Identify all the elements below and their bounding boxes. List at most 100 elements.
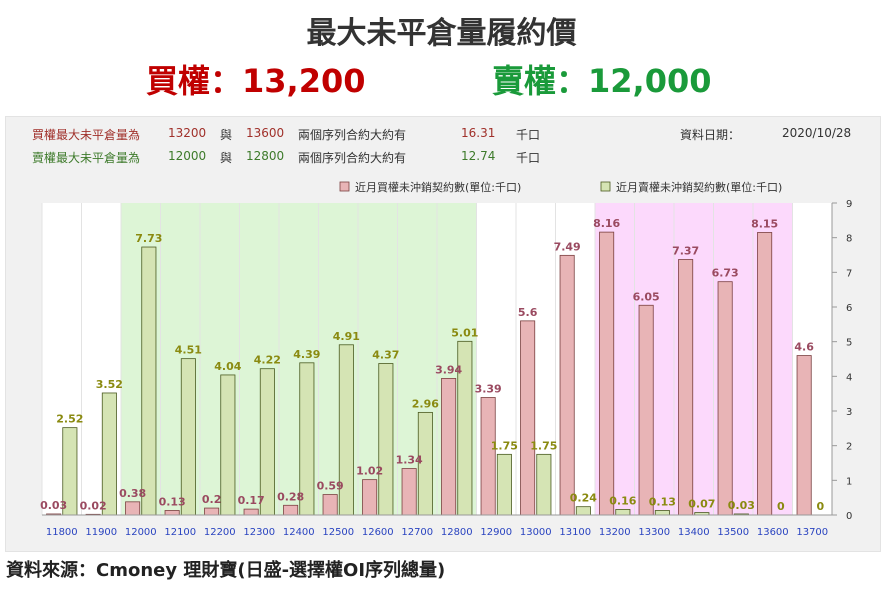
call-value-label: 0.28	[277, 490, 304, 503]
call-value-label: 3.94	[435, 363, 462, 376]
put-value-label: 0.03	[728, 499, 755, 512]
call-bar	[243, 508, 259, 516]
call-info-label: 買權最大未平倉量為	[32, 128, 141, 142]
put-bar	[378, 363, 394, 516]
call-value-label: 0.59	[317, 480, 344, 493]
call-value-label: 0.2	[202, 493, 222, 506]
put-info-value: 12.74	[461, 149, 496, 163]
x-tick-label: 12500	[322, 527, 354, 538]
call-bar	[638, 304, 654, 516]
x-tick-label: 12200	[204, 527, 236, 538]
call-value-label: 0.02	[80, 499, 107, 512]
call-max-strike: 買權：13,200	[146, 62, 366, 100]
call-bar	[520, 320, 536, 516]
y-tick-label: 9	[846, 199, 852, 210]
x-tick-label: 13000	[520, 527, 552, 538]
put-max-strike: 賣權：12,000	[492, 62, 712, 100]
y-tick-label: 7	[846, 268, 852, 279]
x-tick-label: 13400	[678, 527, 710, 538]
y-tick-label: 4	[846, 372, 852, 383]
put-bar	[496, 453, 512, 516]
put-bar	[615, 509, 631, 516]
put-bar	[220, 374, 236, 516]
put-value-label: 2.96	[412, 397, 439, 410]
legend-call-swatch	[339, 181, 350, 192]
call-bar	[401, 468, 417, 516]
x-tick-label: 12000	[125, 527, 157, 538]
put-value-label: 1.75	[530, 439, 557, 452]
call-value-label: 0.13	[159, 495, 186, 508]
put-bar	[536, 453, 552, 516]
call-info-desc: 兩個序列合約大約有	[298, 128, 407, 142]
x-tick-label: 13500	[717, 527, 749, 538]
x-tick-label: 11900	[85, 527, 117, 538]
x-tick-label: 12900	[480, 527, 512, 538]
x-tick-label: 12100	[164, 527, 196, 538]
x-tick-label: 13700	[796, 527, 828, 538]
oi-bar-chart: 0.03 2.52 0.02 3.52 0.38 7.73 0.13 4.51 0.2 4.04 0…	[40, 180, 852, 538]
put-value-label: 4.39	[293, 348, 320, 361]
call-info-conj: 與	[220, 128, 233, 142]
call-value-label: 4.6	[794, 341, 814, 354]
y-tick-label: 0	[846, 511, 852, 522]
put-value-label: 5.01	[451, 326, 478, 339]
put-value-label: 3.52	[96, 378, 123, 391]
y-tick-label: 5	[846, 338, 852, 349]
put-info-strike1: 12000	[168, 149, 207, 163]
call-value-label: 1.34	[396, 454, 423, 467]
legend-put-swatch	[600, 181, 611, 192]
call-value-label: 8.16	[593, 217, 620, 230]
x-tick-label: 11800	[46, 527, 78, 538]
put-bar	[654, 510, 670, 516]
call-value-label: 0.03	[40, 499, 67, 512]
put-value-label: 0.24	[570, 492, 597, 505]
y-tick-label: 6	[846, 303, 852, 314]
chart-panel: 買權最大未平倉量為 13200 與 13600 兩個序列合約大約有 16.31 …	[5, 116, 881, 552]
put-bar	[180, 358, 196, 516]
put-value-label: 2.52	[56, 413, 83, 426]
call-bar	[678, 259, 694, 516]
x-tick-label: 12800	[441, 527, 473, 538]
x-tick-label: 12700	[401, 527, 433, 538]
call-value-label: 6.73	[712, 267, 739, 280]
call-value-label: 0.17	[238, 494, 265, 507]
call-bar	[322, 494, 338, 516]
put-bar	[575, 506, 591, 516]
call-value-label: 6.05	[633, 290, 660, 303]
x-tick-label: 13300	[638, 527, 670, 538]
legend-call-label: 近月買權未沖銷契約數(單位:千口)	[355, 180, 521, 194]
call-bar	[125, 501, 141, 516]
y-tick-label: 1	[846, 476, 852, 487]
put-value-label: 0	[817, 500, 825, 513]
put-value-label: 0.07	[688, 498, 715, 511]
call-bar	[757, 232, 773, 516]
y-tick-label: 3	[846, 407, 852, 418]
put-value-label: 0	[777, 500, 785, 513]
call-value-label: 8.15	[751, 217, 778, 230]
put-value-label: 0.16	[609, 494, 636, 507]
put-value-label: 7.73	[135, 232, 162, 245]
data-source: 資料來源：Cmoney 理財寶(日盛-選擇權OI序列總量)	[6, 560, 446, 581]
y-tick-label: 8	[846, 234, 852, 245]
call-bar	[599, 231, 615, 516]
put-value-label: 4.91	[333, 330, 360, 343]
call-info-strike1: 13200	[168, 126, 207, 140]
put-value-label: 4.22	[254, 354, 281, 367]
date-value: 2020/10/28	[782, 126, 852, 140]
x-tick-label: 12600	[362, 527, 394, 538]
call-value-label: 0.38	[119, 487, 146, 500]
date-label: 資料日期：	[680, 128, 741, 142]
put-bar	[101, 392, 117, 516]
call-value-label: 1.02	[356, 465, 383, 478]
call-bar	[796, 355, 812, 516]
put-max-band	[121, 203, 477, 515]
x-tick-label: 13100	[559, 527, 591, 538]
put-value-label: 4.04	[214, 360, 241, 373]
y-tick-label: 2	[846, 442, 852, 453]
legend-put-label: 近月賣權未沖銷契約數(單位:千口)	[616, 180, 782, 194]
call-bar	[204, 507, 220, 516]
put-bar	[141, 246, 157, 516]
call-bar	[480, 397, 496, 516]
call-bar	[362, 479, 378, 516]
call-value-label: 3.39	[475, 382, 502, 395]
